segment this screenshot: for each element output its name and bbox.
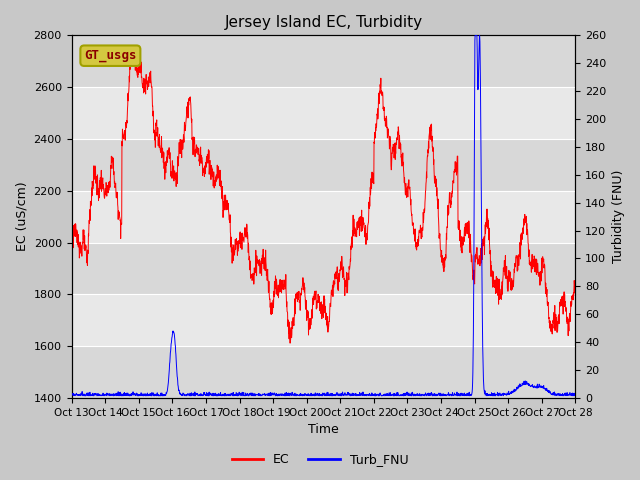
Bar — [72, 294, 575, 346]
X-axis label: Time: Time — [308, 423, 339, 436]
Y-axis label: Turbidity (FNU): Turbidity (FNU) — [612, 170, 625, 264]
Bar — [72, 191, 575, 242]
Bar — [72, 87, 575, 139]
Legend: EC, Turb_FNU: EC, Turb_FNU — [227, 448, 413, 471]
Y-axis label: EC (uS/cm): EC (uS/cm) — [15, 182, 28, 252]
Bar — [72, 346, 575, 398]
Bar — [72, 36, 575, 87]
Bar — [72, 139, 575, 191]
Text: GT_usgs: GT_usgs — [84, 49, 136, 62]
Title: Jersey Island EC, Turbidity: Jersey Island EC, Turbidity — [225, 15, 422, 30]
Bar — [72, 242, 575, 294]
